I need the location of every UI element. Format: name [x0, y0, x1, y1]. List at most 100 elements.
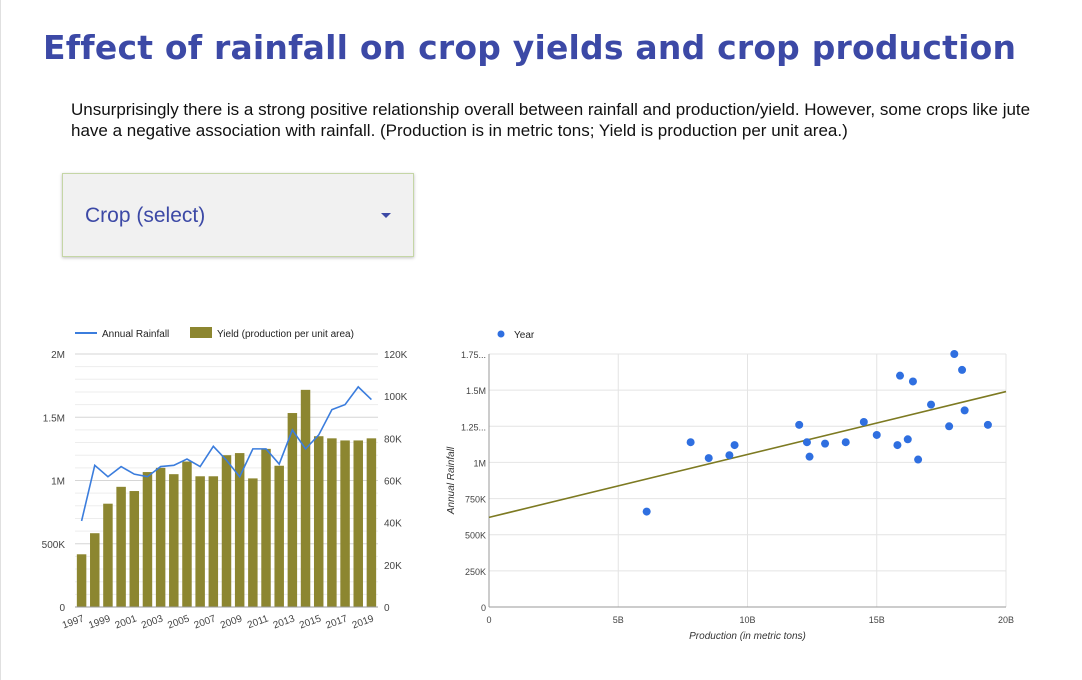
yield-bar	[76, 554, 87, 607]
x-tick-label: 2007	[193, 613, 218, 631]
page-left-border	[0, 0, 1, 680]
rainfall-yield-combo-chart: 0 500K 1M 1.5M 2M 0 20K 40K 60K 80K 100K 120K 1997 19…	[42, 327, 408, 631]
x-tick-label: 2019	[351, 613, 376, 631]
scatter-point	[927, 400, 936, 409]
yield-bar	[169, 474, 179, 607]
yield-bar	[261, 448, 271, 607]
yield-bar	[366, 438, 377, 607]
x-tick-label: 2001	[114, 613, 139, 631]
scatter-point	[821, 439, 830, 448]
production-rainfall-scatter-chart: 0 250K 500K 750K 1M 1.25... 1.5M 1.75... 0 5B 10B 1…	[446, 330, 1014, 642]
yield-bar	[182, 461, 192, 607]
y-right-tick-label: 100K	[384, 392, 408, 403]
scatter-point	[914, 455, 923, 464]
legend-point-marker	[497, 330, 505, 338]
yield-bar	[274, 465, 284, 607]
yield-bar	[155, 467, 166, 607]
y-tick-label: 1.5M	[466, 386, 486, 396]
scatter-point	[958, 365, 967, 374]
scatter-point	[903, 435, 912, 444]
crop-select-label: Crop (select)	[85, 204, 206, 227]
scatter-point	[896, 371, 905, 380]
legend-label: Annual Rainfall	[102, 329, 169, 340]
scatter-point	[950, 350, 959, 358]
crop-select-dropdown[interactable]: Crop (select)	[62, 173, 414, 257]
x-tick-label: 1999	[87, 613, 112, 631]
y-left-tick-label: 2M	[51, 350, 65, 361]
y-right-tick-label: 120K	[384, 350, 408, 361]
yield-bar	[208, 476, 219, 607]
yield-bar	[116, 486, 126, 607]
scatter-point	[908, 377, 917, 386]
y-right-tick-label: 20K	[384, 561, 402, 572]
y-tick-label: 250K	[465, 567, 486, 577]
scatter-point	[805, 452, 814, 461]
legend-label: Yield (production per unit area)	[217, 329, 354, 340]
yield-bar	[313, 436, 324, 607]
page-description: Unsurprisingly there is a strong positiv…	[71, 100, 1031, 140]
yield-bar	[234, 453, 245, 607]
legend-bar-marker	[190, 327, 212, 338]
x-tick-label: 10B	[739, 615, 755, 625]
yield-bar	[287, 413, 298, 607]
yield-bar	[340, 440, 350, 607]
y-right-tick-label: 40K	[384, 519, 402, 530]
scatter-point	[802, 438, 811, 447]
x-tick-label: 2017	[324, 613, 349, 631]
yield-bar	[221, 455, 232, 607]
trendline	[488, 390, 1007, 519]
yield-bar	[142, 472, 153, 607]
x-axis-title: Production (in metric tons)	[689, 631, 806, 642]
y-tick-label: 500K	[465, 531, 486, 541]
legend-label: Year	[514, 330, 535, 341]
x-tick-label: 5B	[613, 615, 624, 625]
scatter-point	[730, 441, 739, 450]
scatter-point	[686, 438, 695, 447]
y-tick-label: 1.25...	[461, 422, 486, 432]
y-right-tick-label: 0	[384, 603, 390, 614]
yield-bar	[90, 533, 100, 607]
y-left-tick-label: 0	[59, 603, 65, 614]
scatter-point	[872, 430, 881, 439]
y-left-tick-label: 1M	[51, 477, 65, 488]
y-right-tick-label: 80K	[384, 434, 402, 445]
x-tick-label: 2005	[166, 613, 191, 631]
scatter-point	[945, 422, 954, 431]
yield-bar	[129, 491, 140, 607]
x-tick-label: 1997	[61, 613, 86, 631]
chevron-down-icon[interactable]	[381, 213, 391, 218]
y-left-tick-label: 500K	[42, 540, 66, 551]
x-tick-label: 2015	[298, 613, 323, 631]
scatter-point	[893, 441, 902, 450]
scatter-point	[795, 420, 804, 429]
y-left-tick-label: 1.5M	[43, 413, 65, 424]
yield-bar	[300, 389, 311, 607]
x-tick-label: 15B	[869, 615, 885, 625]
yield-bar	[327, 438, 337, 607]
scatter-point	[725, 451, 734, 460]
yield-bar	[195, 476, 205, 607]
x-tick-label: 2003	[140, 613, 165, 631]
scatter-point	[960, 406, 969, 415]
y-tick-label: 1M	[473, 458, 486, 468]
x-tick-label: 2009	[219, 613, 244, 631]
x-tick-label: 2011	[246, 613, 270, 631]
scatter-point	[642, 507, 651, 516]
y-tick-label: 1.75...	[461, 350, 486, 360]
y-tick-label: 750K	[465, 495, 486, 505]
x-tick-label: 20B	[998, 615, 1014, 625]
yield-bar	[248, 478, 258, 607]
scatter-point	[859, 417, 868, 426]
scatter-point	[983, 420, 992, 429]
rainfall-line	[80, 385, 372, 522]
x-tick-label: 0	[486, 615, 491, 625]
yield-bar	[353, 440, 363, 607]
y-right-tick-label: 60K	[384, 477, 402, 488]
scatter-point	[704, 454, 713, 463]
x-tick-label: 2013	[272, 613, 297, 631]
page-title: Effect of rainfall on crop yields and cr…	[43, 28, 1017, 67]
scatter-point	[841, 438, 850, 447]
y-axis-title: Annual Rainfall	[446, 446, 457, 515]
y-tick-label: 0	[481, 603, 486, 613]
yield-bar	[103, 503, 113, 607]
